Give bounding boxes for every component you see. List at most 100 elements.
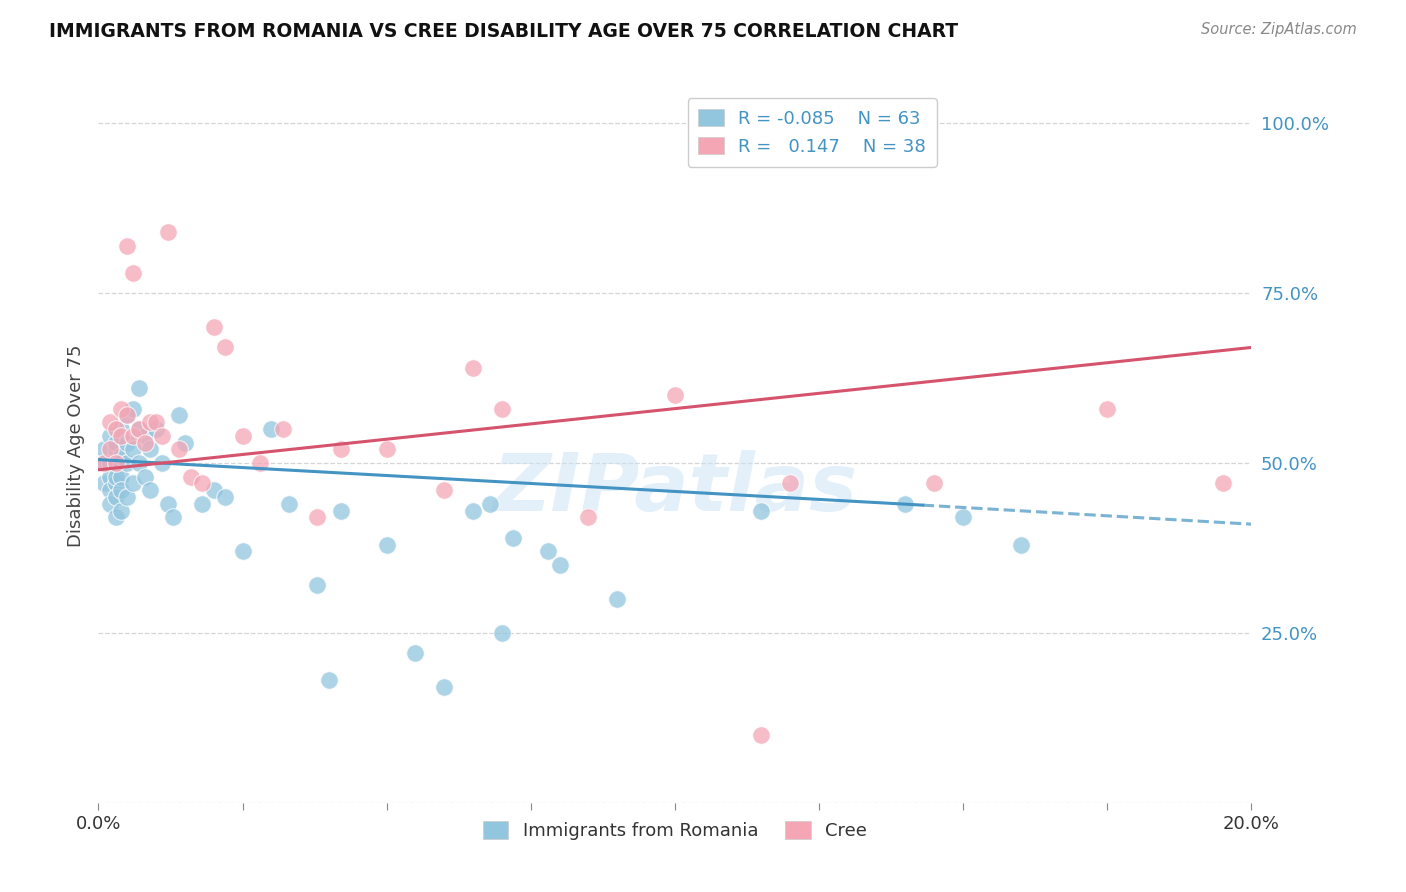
Point	[375, 442, 398, 457]
Point	[104, 435, 127, 450]
Point	[307, 510, 329, 524]
Point	[134, 469, 156, 483]
Point	[1097, 401, 1119, 416]
Point	[231, 429, 254, 443]
Point	[104, 469, 127, 483]
Point	[952, 510, 974, 524]
Point	[98, 442, 121, 457]
Point	[329, 442, 352, 457]
Point	[98, 483, 121, 498]
Point	[110, 429, 132, 443]
Point	[894, 497, 917, 511]
Point	[145, 422, 167, 436]
Point	[1212, 476, 1234, 491]
Point	[139, 483, 162, 498]
Point	[128, 422, 150, 436]
Point	[191, 497, 214, 511]
Point	[98, 415, 121, 429]
Point	[779, 476, 801, 491]
Point	[433, 483, 456, 498]
Point	[180, 469, 202, 483]
Point	[104, 490, 127, 504]
Point	[122, 429, 145, 443]
Point	[271, 422, 294, 436]
Point	[104, 442, 127, 457]
Point	[202, 483, 225, 498]
Point	[329, 503, 352, 517]
Point	[104, 476, 127, 491]
Point	[110, 503, 132, 517]
Point	[104, 456, 127, 470]
Point	[162, 510, 184, 524]
Point	[405, 646, 427, 660]
Point	[110, 469, 132, 483]
Point	[150, 456, 173, 470]
Point	[139, 415, 162, 429]
Point	[122, 442, 145, 457]
Point	[433, 680, 456, 694]
Point	[128, 422, 150, 436]
Point	[606, 591, 628, 606]
Point	[307, 578, 329, 592]
Point	[110, 449, 132, 463]
Point	[231, 544, 254, 558]
Point	[924, 476, 946, 491]
Text: Source: ZipAtlas.com: Source: ZipAtlas.com	[1201, 22, 1357, 37]
Point	[110, 401, 132, 416]
Point	[156, 225, 179, 239]
Point	[117, 409, 139, 423]
Point	[98, 497, 121, 511]
Point	[134, 429, 156, 443]
Legend: Immigrants from Romania, Cree: Immigrants from Romania, Cree	[475, 814, 875, 847]
Point	[122, 476, 145, 491]
Point	[167, 409, 190, 423]
Y-axis label: Disability Age Over 75: Disability Age Over 75	[66, 344, 84, 548]
Point	[128, 381, 150, 395]
Point	[751, 728, 773, 742]
Point	[98, 469, 121, 483]
Point	[479, 497, 502, 511]
Point	[134, 435, 156, 450]
Point	[375, 537, 398, 551]
Point	[578, 510, 600, 524]
Point	[93, 456, 115, 470]
Point	[117, 238, 139, 252]
Point	[167, 442, 190, 457]
Point	[1010, 537, 1032, 551]
Point	[156, 497, 179, 511]
Point	[128, 456, 150, 470]
Point	[98, 456, 121, 470]
Point	[174, 435, 197, 450]
Point	[491, 401, 513, 416]
Point	[110, 422, 132, 436]
Point	[249, 456, 271, 470]
Point	[461, 503, 484, 517]
Point	[150, 429, 173, 443]
Point	[202, 320, 225, 334]
Text: ZIPatlas: ZIPatlas	[492, 450, 858, 528]
Point	[93, 476, 115, 491]
Point	[117, 490, 139, 504]
Point	[104, 422, 127, 436]
Point	[93, 442, 115, 457]
Point	[191, 476, 214, 491]
Point	[214, 490, 236, 504]
Text: IMMIGRANTS FROM ROMANIA VS CREE DISABILITY AGE OVER 75 CORRELATION CHART: IMMIGRANTS FROM ROMANIA VS CREE DISABILI…	[49, 22, 959, 41]
Point	[145, 415, 167, 429]
Point	[98, 429, 121, 443]
Point	[104, 456, 127, 470]
Point	[277, 497, 299, 511]
Point	[117, 409, 139, 423]
Point	[139, 442, 162, 457]
Point	[117, 435, 139, 450]
Point	[502, 531, 524, 545]
Point	[461, 360, 484, 375]
Point	[104, 510, 127, 524]
Point	[117, 456, 139, 470]
Point	[214, 341, 236, 355]
Point	[110, 483, 132, 498]
Point	[93, 456, 115, 470]
Point	[491, 626, 513, 640]
Point	[664, 388, 686, 402]
Point	[751, 503, 773, 517]
